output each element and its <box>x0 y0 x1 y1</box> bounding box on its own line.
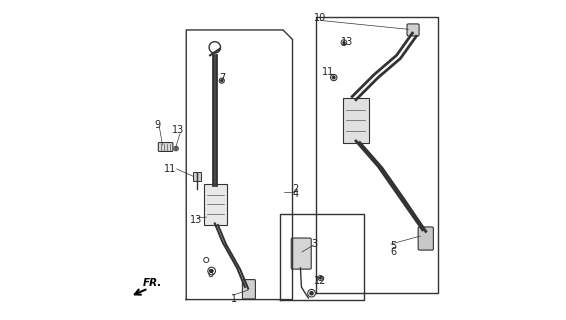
Text: 6: 6 <box>391 247 396 257</box>
Text: 13: 13 <box>341 37 354 47</box>
Text: 11: 11 <box>322 67 335 77</box>
FancyBboxPatch shape <box>407 24 419 36</box>
Text: 5: 5 <box>391 241 397 251</box>
Circle shape <box>175 148 177 149</box>
FancyBboxPatch shape <box>193 172 200 181</box>
Text: 8: 8 <box>208 269 214 279</box>
Text: 2: 2 <box>293 184 299 194</box>
Circle shape <box>310 292 313 295</box>
Circle shape <box>211 270 213 272</box>
Text: 3: 3 <box>312 239 318 249</box>
Text: 13: 13 <box>190 215 202 225</box>
FancyBboxPatch shape <box>291 238 311 269</box>
Text: 4: 4 <box>293 189 299 199</box>
Text: 13: 13 <box>172 125 185 135</box>
Circle shape <box>332 76 335 79</box>
FancyBboxPatch shape <box>242 280 255 299</box>
Text: 11: 11 <box>164 164 177 174</box>
Text: 7: 7 <box>220 73 226 83</box>
Text: 10: 10 <box>314 13 327 23</box>
FancyBboxPatch shape <box>204 184 228 225</box>
Text: 12: 12 <box>314 276 327 285</box>
FancyBboxPatch shape <box>343 98 368 142</box>
Text: FR.: FR. <box>143 277 162 288</box>
Circle shape <box>221 80 223 82</box>
FancyBboxPatch shape <box>158 142 173 151</box>
Circle shape <box>319 277 321 279</box>
Text: 9: 9 <box>155 120 161 130</box>
Circle shape <box>343 42 345 44</box>
FancyBboxPatch shape <box>418 227 434 250</box>
Text: 1: 1 <box>231 294 237 304</box>
